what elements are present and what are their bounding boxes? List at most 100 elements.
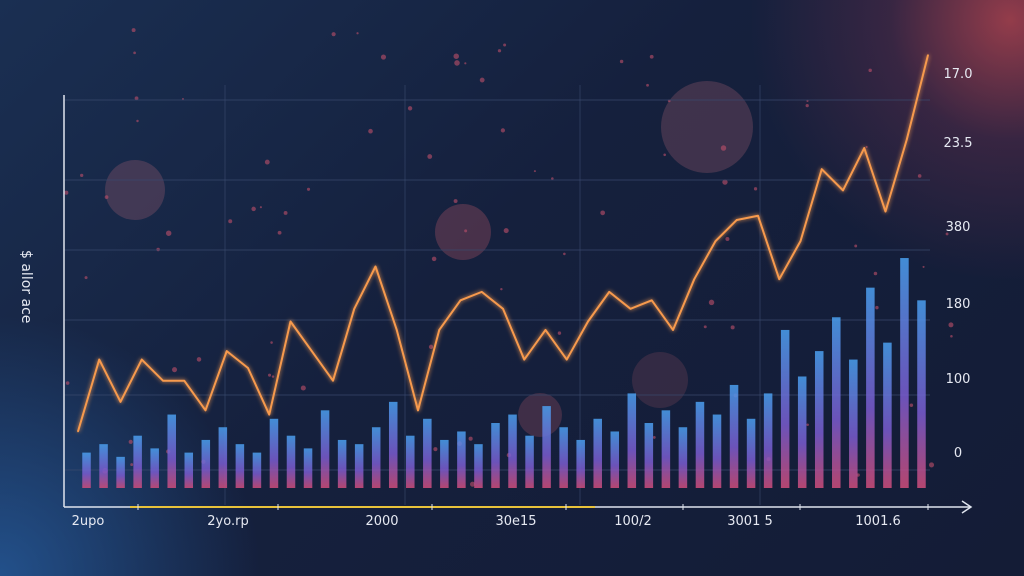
particle xyxy=(427,154,433,159)
particle xyxy=(865,145,868,148)
bar xyxy=(900,258,909,488)
particle xyxy=(646,83,649,87)
y-tick-label: 0 xyxy=(954,446,962,461)
particle xyxy=(267,373,272,377)
bar xyxy=(593,418,602,488)
particle xyxy=(380,54,387,60)
particle xyxy=(600,210,606,216)
bar xyxy=(167,414,176,488)
particle xyxy=(497,49,502,53)
line-point xyxy=(799,240,802,242)
line-point xyxy=(417,409,419,412)
line-path xyxy=(77,54,929,432)
line-point xyxy=(268,413,271,416)
line-point xyxy=(587,320,589,323)
particle xyxy=(479,77,485,83)
particle xyxy=(104,195,109,199)
particle xyxy=(922,265,925,268)
particle xyxy=(551,177,554,180)
bar xyxy=(457,431,466,488)
bar xyxy=(814,351,824,488)
bar xyxy=(627,393,637,488)
bar xyxy=(269,418,279,488)
particle xyxy=(649,54,654,59)
line-point xyxy=(905,138,908,141)
bar xyxy=(763,393,773,488)
particle xyxy=(283,211,288,215)
particle xyxy=(945,232,949,236)
particle xyxy=(428,344,434,350)
particle xyxy=(134,96,139,101)
particle xyxy=(133,51,136,55)
particle xyxy=(331,32,336,37)
particle xyxy=(136,119,139,123)
bar xyxy=(320,410,330,488)
bar-series xyxy=(82,258,926,488)
bar xyxy=(184,452,194,488)
bar xyxy=(832,317,841,488)
particle xyxy=(928,462,935,468)
x-axis-arrow-icon xyxy=(961,500,973,514)
particle xyxy=(271,375,275,378)
particle xyxy=(703,325,707,329)
bar xyxy=(849,359,858,488)
line-point xyxy=(693,278,696,280)
line-point xyxy=(523,358,526,361)
particle xyxy=(356,32,359,35)
bar xyxy=(116,456,125,488)
line-series xyxy=(77,54,929,433)
line-point xyxy=(204,409,207,412)
line-point xyxy=(608,291,611,293)
particle xyxy=(663,153,666,157)
particle xyxy=(533,170,536,173)
bar xyxy=(491,423,500,488)
particle xyxy=(84,276,88,280)
x-tick-label: 2upo xyxy=(72,514,105,529)
line-point xyxy=(629,308,632,310)
particle xyxy=(306,187,311,191)
particle xyxy=(453,199,458,204)
bar xyxy=(337,439,347,488)
particle xyxy=(131,28,136,33)
y-axis-label: $ allor ace xyxy=(18,250,34,324)
line-point xyxy=(778,278,781,280)
bar xyxy=(678,427,688,488)
line-point xyxy=(247,367,249,369)
line-point xyxy=(438,329,441,331)
particle xyxy=(875,305,879,310)
bar xyxy=(576,439,585,488)
line-point xyxy=(140,358,143,361)
bar xyxy=(235,444,245,488)
bar xyxy=(746,418,756,488)
particle xyxy=(277,230,282,235)
bar xyxy=(508,414,517,488)
particle xyxy=(868,68,872,73)
line-point xyxy=(650,299,653,302)
particle xyxy=(407,106,413,111)
particle xyxy=(873,271,878,276)
line-point xyxy=(183,379,186,382)
particle xyxy=(368,128,373,134)
line-point xyxy=(162,379,164,382)
particle xyxy=(730,325,735,330)
particle xyxy=(950,334,953,338)
particle xyxy=(500,287,503,291)
particle xyxy=(909,403,914,408)
x-tick-label: 1001.6 xyxy=(855,514,901,529)
particle xyxy=(65,381,70,385)
line-point xyxy=(820,168,823,171)
bar xyxy=(150,448,159,488)
line-point xyxy=(544,329,547,331)
bar xyxy=(474,444,483,488)
y-tick-label: 180 xyxy=(946,297,971,312)
x-tick-label: 2000 xyxy=(365,514,398,529)
bar xyxy=(303,448,313,488)
particle xyxy=(464,229,468,233)
bar xyxy=(423,418,432,488)
bar xyxy=(542,406,551,488)
line-point xyxy=(757,214,759,217)
particle xyxy=(708,299,715,306)
particle xyxy=(264,159,270,165)
line-point xyxy=(289,320,292,323)
